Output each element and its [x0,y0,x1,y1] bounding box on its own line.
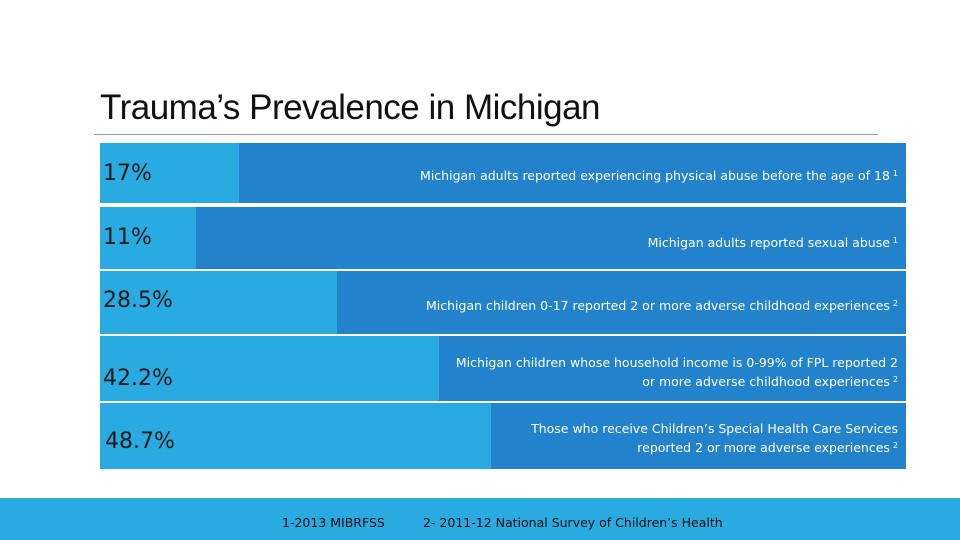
stat-row-1: 17% Michigan adults reported experiencin… [100,143,906,203]
footnote-ref: 2 [892,375,898,384]
stat-description: Michigan children 0-17 reported 2 or mor… [426,296,898,315]
stat-bar: Michigan children 0-17 reported 2 or mor… [337,271,906,334]
slide-title: Trauma’s Prevalence in Michigan [100,88,601,127]
stat-percent: 11% [103,225,152,250]
stat-bar: Michigan adults reported sexual abuse 1 [196,207,906,269]
stat-row-5: 48.7% Those who receive Children’s Speci… [100,403,906,469]
stat-description: Michigan adults reported sexual abuse 1 [648,233,898,252]
stat-description-line: Those who receive Children’s Special Hea… [531,421,898,436]
stat-description-text: Michigan children 0-17 reported 2 or mor… [426,298,890,313]
stat-description: Michigan children whose household income… [456,353,898,391]
footnote-ref: 2 [892,299,898,308]
footnote-ref: 2 [892,441,898,450]
stat-bar: Those who receive Children’s Special Hea… [491,403,906,469]
title-divider [94,134,878,135]
stat-description-text: Michigan adults reported sexual abuse [647,235,890,250]
stat-description-line: or more adverse childhood experiences [642,374,890,389]
stat-row-3: 28.5% Michigan children 0-17 reported 2 … [100,271,906,334]
stat-percent: 17% [103,161,152,186]
stat-percent: 42.2% [103,366,173,391]
stat-bar: Michigan children whose household income… [439,336,906,401]
stat-description: Michigan adults reported experiencing ph… [420,166,898,185]
stat-description: Those who receive Children’s Special Hea… [531,419,898,457]
stat-description-line: reported 2 or more adverse experiences [637,440,890,455]
footnote-ref: 1 [892,169,898,178]
source-footnote-1: 1-2013 MIBRFSS [282,515,385,530]
stat-bar: Michigan adults reported experiencing ph… [239,143,906,203]
stat-percent: 28.5% [103,288,173,313]
stat-description-text: Michigan adults reported experiencing ph… [420,168,890,183]
stat-percent: 48.7% [105,429,175,454]
footer-band [0,498,960,540]
source-footnote-2: 2- 2011-12 National Survey of Children’s… [423,515,723,530]
stat-row-2: 11% Michigan adults reported sexual abus… [100,207,906,269]
stat-description-line: Michigan children whose household income… [455,355,898,370]
stat-row-4: 42.2% Michigan children whose household … [100,336,906,401]
footnote-ref: 1 [892,236,898,245]
